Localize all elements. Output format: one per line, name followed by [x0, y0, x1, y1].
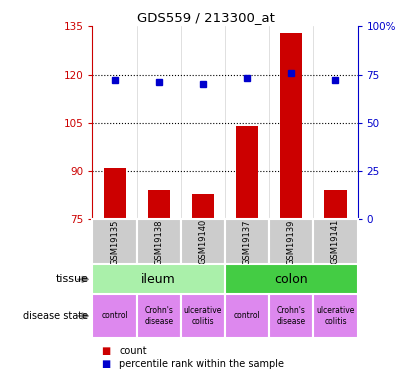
Text: ■: ■	[101, 359, 110, 369]
FancyBboxPatch shape	[136, 219, 181, 264]
FancyBboxPatch shape	[92, 294, 136, 338]
Bar	[192, 194, 214, 219]
Text: GSM19137: GSM19137	[242, 219, 252, 265]
Text: GSM19140: GSM19140	[199, 219, 208, 264]
Text: GSM19139: GSM19139	[287, 219, 296, 265]
Text: Crohn's
disease: Crohn's disease	[277, 306, 306, 326]
Text: count: count	[119, 346, 147, 355]
Text: ■: ■	[101, 346, 110, 355]
FancyBboxPatch shape	[269, 219, 313, 264]
Text: ileum: ileum	[141, 273, 176, 286]
Text: ulcerative
colitis: ulcerative colitis	[316, 306, 355, 326]
Text: Crohn's
disease: Crohn's disease	[144, 306, 173, 326]
Text: GSM19141: GSM19141	[331, 219, 340, 264]
Bar	[324, 190, 346, 219]
FancyBboxPatch shape	[225, 294, 269, 338]
Bar	[148, 190, 170, 219]
Text: colon: colon	[275, 273, 308, 286]
Text: GSM19138: GSM19138	[154, 219, 163, 265]
FancyBboxPatch shape	[269, 294, 313, 338]
Text: ulcerative
colitis: ulcerative colitis	[184, 306, 222, 326]
Bar	[280, 33, 302, 219]
FancyBboxPatch shape	[313, 219, 358, 264]
Text: GSM19135: GSM19135	[110, 219, 119, 265]
Text: tissue: tissue	[55, 274, 88, 284]
FancyBboxPatch shape	[181, 294, 225, 338]
Text: GDS559 / 213300_at: GDS559 / 213300_at	[136, 11, 275, 24]
FancyBboxPatch shape	[136, 294, 181, 338]
Text: disease state: disease state	[23, 311, 88, 321]
FancyBboxPatch shape	[225, 264, 358, 294]
FancyBboxPatch shape	[313, 294, 358, 338]
Bar	[236, 126, 258, 219]
FancyBboxPatch shape	[181, 219, 225, 264]
FancyBboxPatch shape	[92, 219, 136, 264]
Text: control: control	[101, 311, 128, 320]
Text: percentile rank within the sample: percentile rank within the sample	[119, 359, 284, 369]
Text: control: control	[234, 311, 261, 320]
Bar	[104, 168, 126, 219]
FancyBboxPatch shape	[92, 264, 225, 294]
FancyBboxPatch shape	[225, 219, 269, 264]
